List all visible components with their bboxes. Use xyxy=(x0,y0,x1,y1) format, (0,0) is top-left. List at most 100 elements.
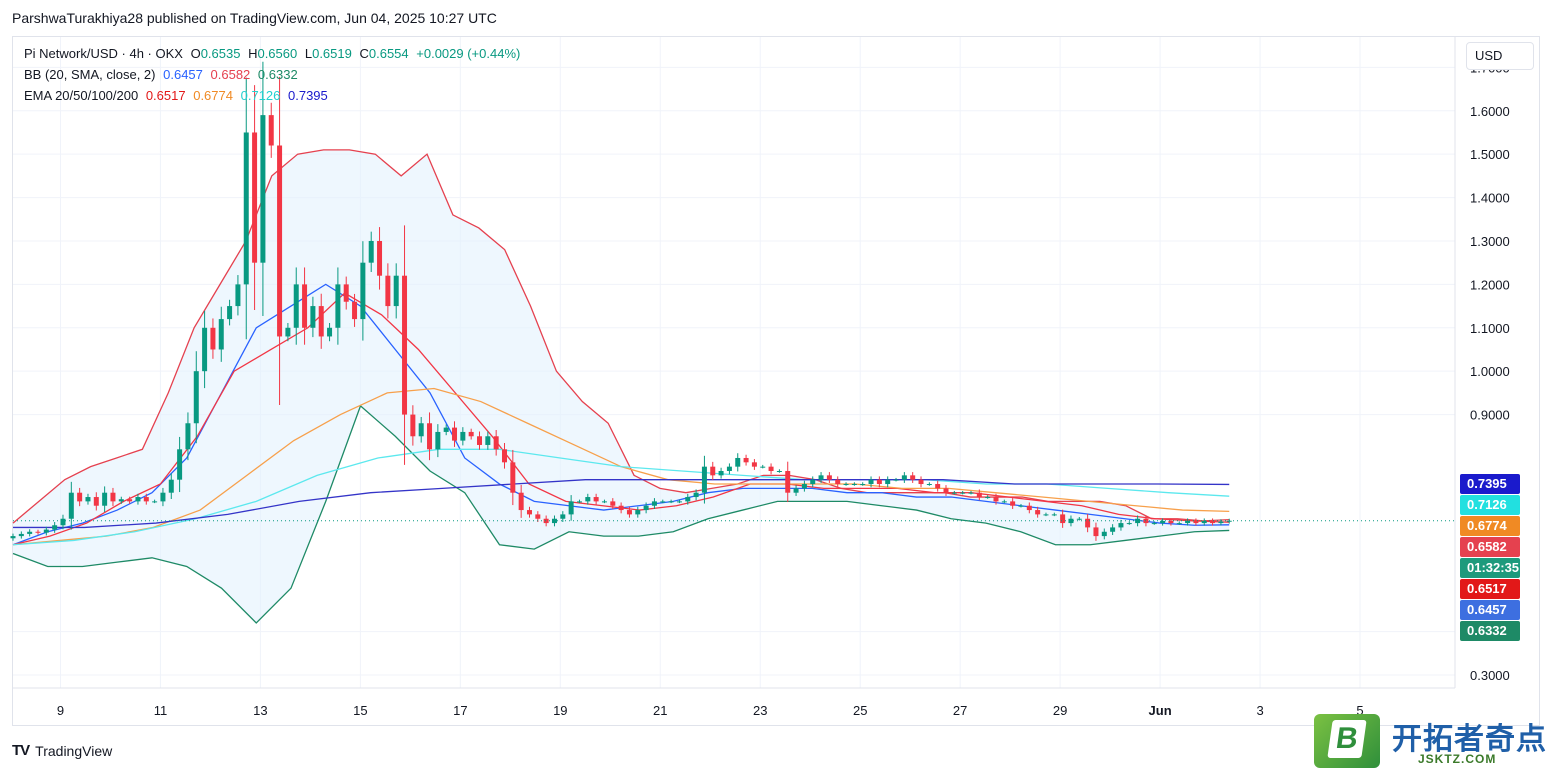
candle-body xyxy=(285,327,291,337)
candle-body xyxy=(1126,523,1132,525)
candle-body xyxy=(601,501,607,503)
candle-body xyxy=(751,462,757,467)
x-tick-label: 21 xyxy=(653,703,667,718)
candle-body xyxy=(718,471,724,476)
series-line-ema-200 xyxy=(13,479,1230,529)
bb-label[interactable]: BB (20, SMA, close, 2) xyxy=(24,67,156,82)
candle-body xyxy=(685,497,691,502)
candle-body xyxy=(77,492,83,502)
candle-body xyxy=(1035,510,1041,515)
candle-body xyxy=(235,284,241,307)
y-tick-label: 0.9000 xyxy=(1470,408,1510,423)
candle-body xyxy=(1110,527,1116,532)
candle-body xyxy=(926,484,932,486)
candle-body xyxy=(885,479,891,485)
candle-body xyxy=(127,499,133,502)
candle-body xyxy=(826,475,832,480)
y-tick-label: 0.3000 xyxy=(1470,668,1510,683)
candle-body xyxy=(418,423,424,437)
x-tick-label: 5 xyxy=(1356,703,1363,718)
change-value: +0.0029 (+0.44%) xyxy=(416,46,521,61)
price-tag: 0.6332 xyxy=(1460,621,1520,642)
candle-body xyxy=(60,518,66,526)
candle-body xyxy=(435,431,441,450)
candle-body xyxy=(710,466,716,476)
ema-label[interactable]: EMA 20/50/100/200 xyxy=(24,88,139,103)
candle-body xyxy=(726,466,732,471)
candle-body xyxy=(293,284,299,328)
price-tag: 0.7126 xyxy=(1460,495,1520,516)
bb-band-fill xyxy=(13,149,1230,623)
candle-body xyxy=(493,436,499,450)
candle-body xyxy=(1043,514,1049,516)
candle-body xyxy=(185,423,191,450)
low-value: 0.6519 xyxy=(312,46,352,61)
watermark-text: 开拓者奇点 xyxy=(1392,722,1547,757)
x-tick-label: 23 xyxy=(753,703,767,718)
candle-body xyxy=(901,475,907,480)
chart-frame[interactable] xyxy=(12,36,1540,726)
candle-body xyxy=(526,510,532,515)
candle-body xyxy=(910,475,916,480)
candle-body xyxy=(85,497,91,502)
price-tag: 0.6582 xyxy=(1460,537,1520,558)
x-tick-label: 11 xyxy=(154,703,168,718)
candle-body xyxy=(1185,520,1191,524)
candle-body xyxy=(1193,520,1199,524)
candle-body xyxy=(1210,520,1216,524)
candle-body xyxy=(35,531,41,533)
candle-body xyxy=(1218,521,1224,524)
high-value: 0.6560 xyxy=(257,46,298,61)
candle-body xyxy=(43,529,49,533)
symbol-label[interactable]: Pi Network/USD · 4h · OKX xyxy=(24,46,183,61)
candle-body xyxy=(1076,518,1082,520)
ema200-value: 0.7395 xyxy=(288,88,328,103)
candle-body xyxy=(693,492,699,498)
candle-body xyxy=(10,536,16,539)
candle-body xyxy=(1060,514,1066,524)
candle-body xyxy=(651,501,657,506)
ema20-value: 0.6517 xyxy=(145,88,186,103)
x-tick-label: 29 xyxy=(1053,703,1067,718)
candle-body xyxy=(18,533,24,537)
footer-brand[interactable]: TV TradingView xyxy=(12,742,112,759)
candle-body xyxy=(918,479,924,485)
candle-body xyxy=(851,484,857,486)
candle-body xyxy=(1018,505,1024,507)
close-value: 0.6554 xyxy=(368,46,409,61)
candle-body xyxy=(551,518,557,524)
candle-body xyxy=(960,492,966,494)
watermark-logo-icon: B xyxy=(1314,714,1380,768)
candle-body xyxy=(160,492,166,502)
candle-body xyxy=(427,423,433,450)
candle-body xyxy=(1160,520,1166,524)
candle-body xyxy=(402,275,408,415)
candle-body xyxy=(218,319,224,350)
currency-button[interactable]: USD xyxy=(1466,42,1534,70)
candle-body xyxy=(352,301,358,320)
candle-body xyxy=(1168,520,1174,524)
x-tick-label: 9 xyxy=(57,703,64,718)
candle-body xyxy=(485,436,491,445)
candle-body xyxy=(343,284,349,302)
candle-body xyxy=(793,488,799,493)
candle-body xyxy=(843,484,849,486)
candle-body xyxy=(110,492,116,502)
candle-body xyxy=(135,497,141,502)
candle-body xyxy=(252,132,258,263)
open-value: 0.6535 xyxy=(200,46,241,61)
candle-body xyxy=(893,479,899,481)
candle-body xyxy=(377,240,383,276)
candle-body xyxy=(585,497,591,502)
candle-body xyxy=(993,497,999,502)
candle-body xyxy=(268,115,274,146)
price-tag: 0.7395 xyxy=(1460,474,1520,495)
series-line-bb-lower xyxy=(12,404,1230,624)
x-tick-label: Jun xyxy=(1149,703,1172,718)
candle-body xyxy=(676,501,682,503)
y-tick-label: 1.4000 xyxy=(1470,191,1510,206)
candle-body xyxy=(560,514,566,519)
y-tick-label: 1.6000 xyxy=(1470,104,1510,119)
candle-body xyxy=(260,115,266,263)
